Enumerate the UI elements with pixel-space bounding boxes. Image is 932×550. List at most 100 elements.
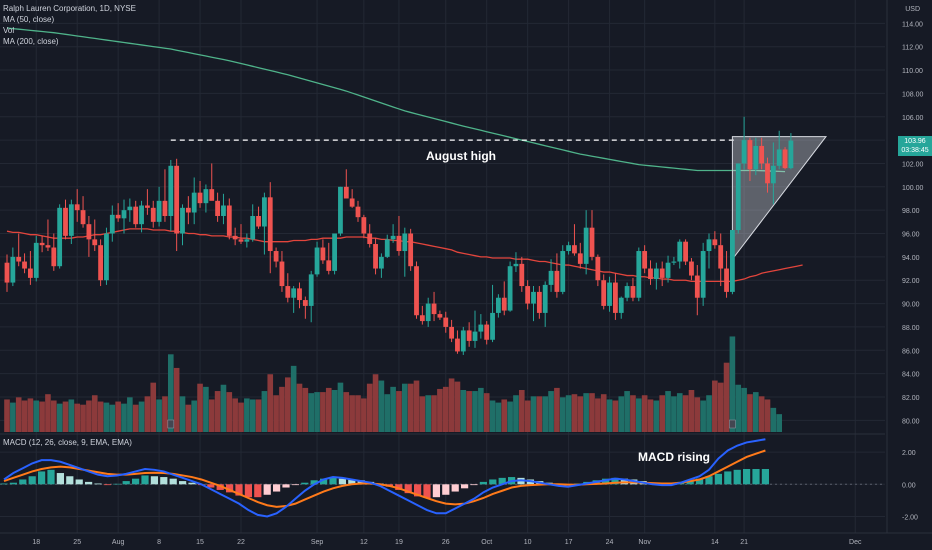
volume-bar <box>285 377 291 432</box>
volume-bar <box>454 381 461 432</box>
candle-body <box>150 207 156 222</box>
candle-body <box>262 197 267 227</box>
volume-bar <box>168 354 174 432</box>
candle-body <box>133 206 139 225</box>
currency-label: USD <box>905 6 920 13</box>
price-tick-label: 90.00 <box>902 302 920 309</box>
candle-body <box>162 200 168 216</box>
candle-body <box>560 251 566 292</box>
time-tick-label: Aug <box>112 539 125 546</box>
volume-bar <box>671 396 677 432</box>
macd-histogram-bar <box>47 469 55 485</box>
candle-body <box>443 317 449 327</box>
candle-body <box>74 204 80 211</box>
candle-body <box>191 192 197 213</box>
candle-body <box>115 214 121 219</box>
candle-body <box>624 286 630 298</box>
legend-symbol[interactable]: Ralph Lauren Corporation, 1D, NYSE <box>3 4 136 13</box>
volume-bar <box>39 401 45 432</box>
candle-body <box>706 239 712 252</box>
candle-body <box>68 204 74 236</box>
volume-bar <box>302 387 309 432</box>
candle-body <box>759 145 765 164</box>
candle-body <box>139 205 144 225</box>
candle-body <box>536 291 542 313</box>
volume-bar <box>325 387 332 432</box>
macd-histogram-bar <box>9 482 17 485</box>
macd-histogram-bar <box>348 479 356 485</box>
candle-body <box>4 262 10 283</box>
macd-histogram-bar <box>423 484 431 498</box>
candle-body <box>788 140 794 169</box>
price-tick-label: 82.00 <box>902 395 920 402</box>
volume-bar <box>238 402 244 432</box>
legend-ma200[interactable]: MA (200, close) <box>3 37 59 46</box>
earnings-marker-icon <box>729 419 736 429</box>
volume-bar <box>530 396 537 432</box>
candle-body <box>583 227 589 264</box>
candle-body <box>519 263 525 287</box>
volume-bar <box>384 394 391 432</box>
candle-body <box>109 214 115 234</box>
legend-ma50[interactable]: MA (50, close) <box>3 15 55 24</box>
time-tick-label: 26 <box>442 539 450 546</box>
last-price-tag: 103.96 03:38:45 <box>898 136 932 156</box>
macd-histogram-bar <box>282 484 290 488</box>
candle-body <box>28 268 33 278</box>
macd-histogram-bar <box>743 469 751 485</box>
candle-body <box>174 165 180 234</box>
candle-body <box>127 206 133 211</box>
macd-rising-label: MACD rising <box>638 450 710 464</box>
volume-bar <box>542 396 548 432</box>
candle-body <box>507 266 513 311</box>
volume-bar <box>390 386 396 432</box>
time-tick-label: Dec <box>849 539 862 546</box>
volume-bar <box>173 367 180 432</box>
volume-bar <box>618 396 625 432</box>
ma200-line <box>6 27 786 173</box>
volume-bar <box>331 390 338 432</box>
volume-bar <box>121 403 127 432</box>
macd-histogram-bar <box>714 473 722 485</box>
macd-histogram-bar <box>357 480 365 485</box>
candle-body <box>718 245 724 269</box>
candle-body <box>39 242 45 246</box>
volume-bar <box>74 403 80 432</box>
volume-bar <box>97 401 104 432</box>
candle-body <box>642 251 648 269</box>
candle-body <box>501 297 507 311</box>
price-tick-label: 92.00 <box>902 278 920 285</box>
candle-body <box>490 312 495 340</box>
macd-legend[interactable]: MACD (12, 26, close, 9, EMA, EMA) <box>3 438 132 447</box>
time-tick-label: 15 <box>196 539 204 546</box>
legend-vol[interactable]: Vol <box>3 26 15 35</box>
volume-bar <box>589 393 595 432</box>
volume-bar <box>109 404 116 432</box>
volume-bar <box>226 392 233 432</box>
candle-body <box>156 200 162 222</box>
candle-body <box>10 256 16 283</box>
last-price: 103.96 <box>904 138 926 145</box>
candle-body <box>601 280 607 306</box>
volume-bar <box>694 397 701 432</box>
volume-bar <box>507 401 513 432</box>
candle-body <box>349 198 355 207</box>
macd-histogram-bar <box>122 481 130 485</box>
candle-body <box>776 149 782 166</box>
price-tick-label: 108.00 <box>902 91 924 98</box>
candle-body <box>735 163 741 231</box>
candle-body <box>525 286 531 304</box>
candle-body <box>460 330 466 352</box>
macd-histogram-bar <box>38 471 46 485</box>
candle-body <box>22 261 27 269</box>
volume-bar <box>197 383 203 432</box>
volume-bar <box>15 397 22 432</box>
volume-bar <box>45 394 51 432</box>
macd-histogram-bar <box>489 479 497 485</box>
volume-bar <box>156 399 162 432</box>
candle-body <box>168 165 174 216</box>
volume-bar <box>489 400 496 432</box>
candle-body <box>244 239 250 242</box>
candle-body <box>782 149 788 169</box>
macd-histogram-bar <box>451 484 459 492</box>
